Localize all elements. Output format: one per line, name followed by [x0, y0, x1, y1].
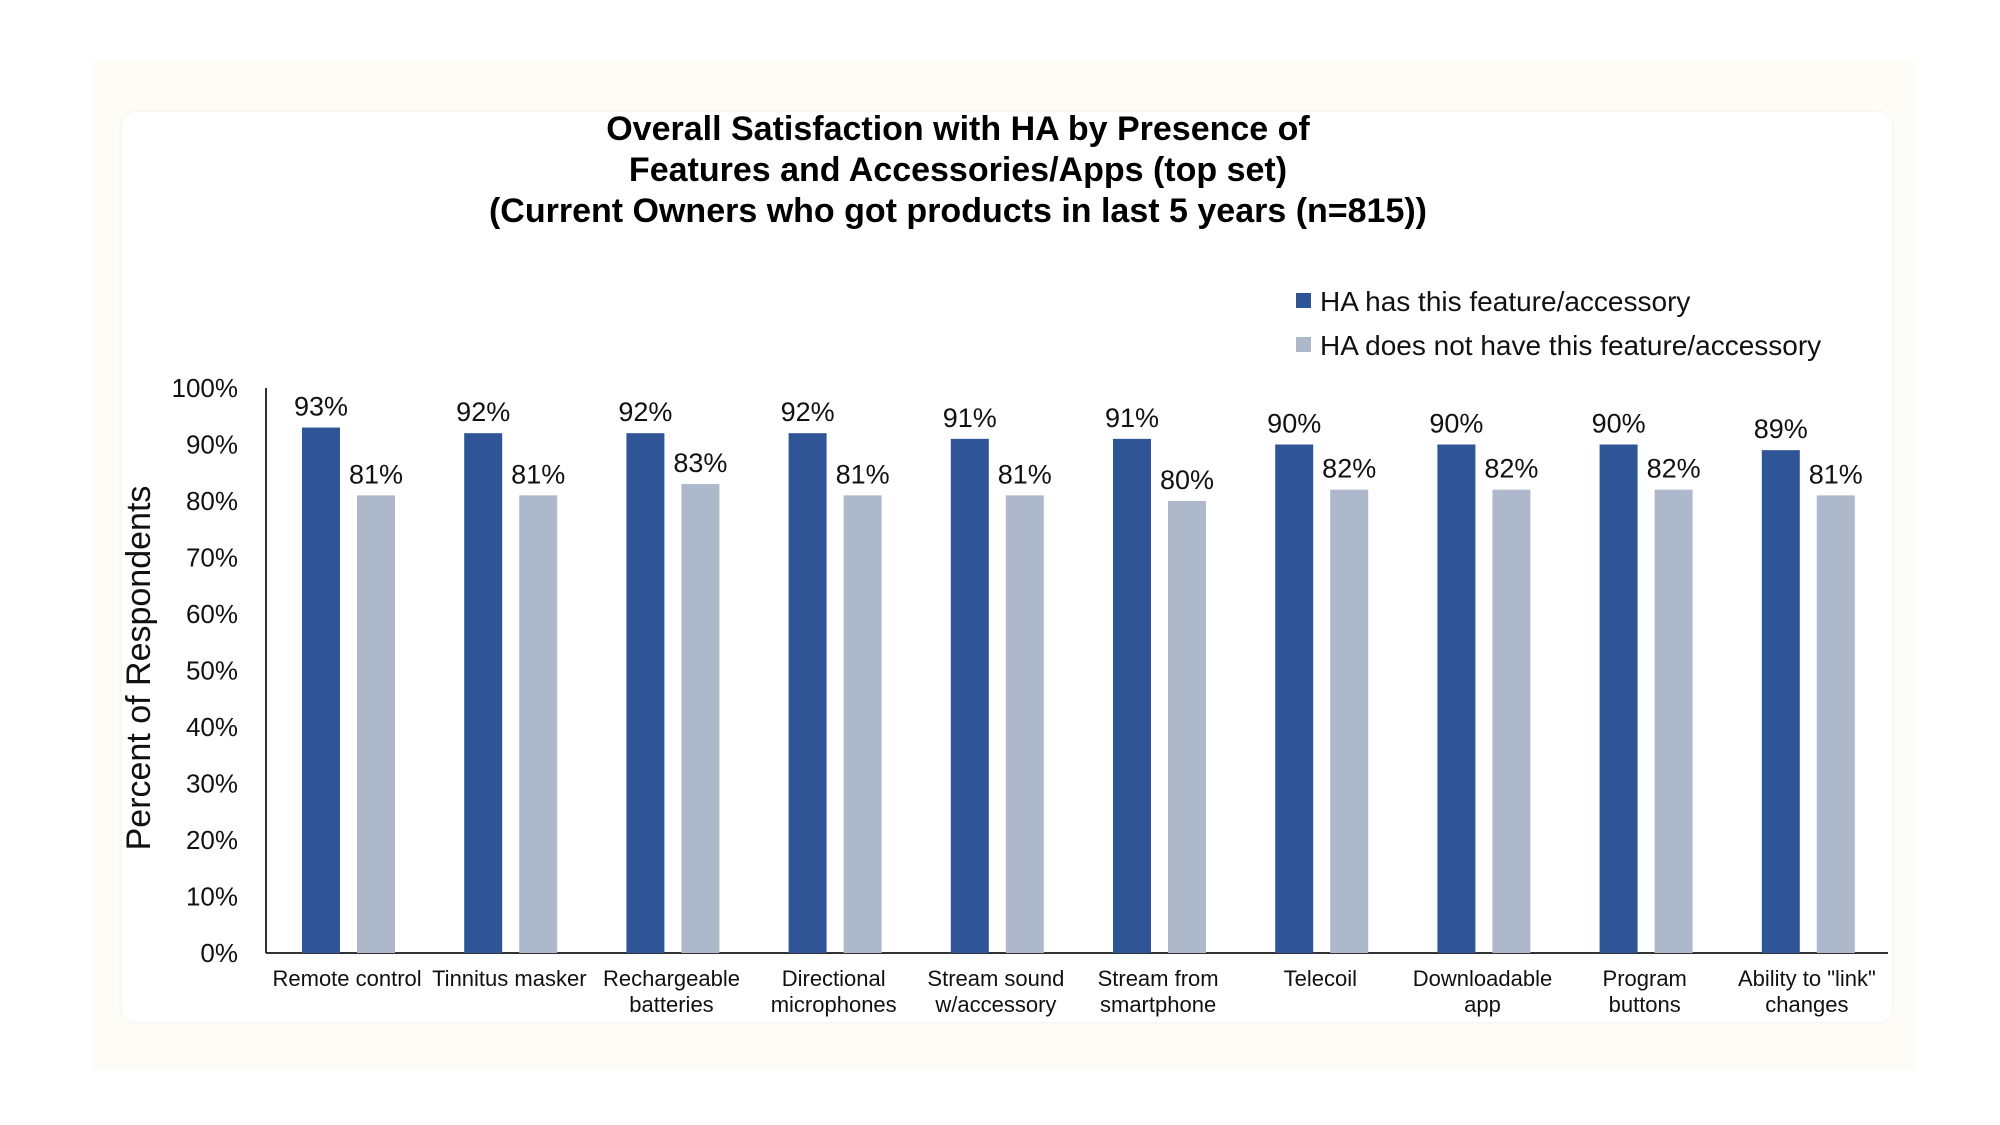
bar-no-feature	[1330, 489, 1369, 953]
data-label-no-feature: 82%	[1484, 454, 1538, 484]
legend-swatch-does-not-have	[1296, 337, 1311, 352]
bar-has-feature	[464, 433, 503, 953]
data-label-has-feature: 92%	[456, 397, 510, 427]
category-label: Directional microphones	[771, 966, 897, 1017]
y-tick-label: 20%	[186, 825, 238, 855]
legend-label-has: HA has this feature/accessory	[1320, 286, 1690, 317]
bar-no-feature	[681, 484, 720, 953]
data-label-has-feature: 90%	[1429, 409, 1483, 439]
bar-has-feature	[1761, 450, 1800, 953]
bar-no-feature	[1492, 489, 1531, 953]
y-tick-label: 40%	[186, 712, 238, 742]
chart-title-line-1: Overall Satisfaction with HA by Presence…	[606, 110, 1310, 148]
category-label: Telecoil	[1284, 966, 1357, 991]
y-tick-label: 70%	[186, 543, 238, 573]
chart-title-line-3: (Current Owners who got products in last…	[489, 192, 1427, 230]
axes	[265, 388, 1888, 954]
category-label: Remote control	[273, 966, 422, 991]
y-tick-label: 90%	[186, 430, 238, 460]
category-label: Stream from smartphone	[1098, 966, 1219, 1017]
data-label-no-feature: 81%	[511, 459, 565, 489]
category-label: Stream sound w/accessory	[927, 966, 1064, 1017]
bar-has-feature	[302, 427, 340, 953]
category-label: Downloadable app	[1413, 966, 1552, 1017]
y-axis-label: Percent of Respondents	[120, 486, 158, 851]
legend-swatch-has	[1296, 293, 1311, 308]
data-label-no-feature: 81%	[1809, 459, 1863, 489]
category-labels: Remote control Tinnitus masker Rechargeabl…	[273, 966, 1876, 1017]
bar-no-feature	[1654, 489, 1693, 953]
y-tick-label: 100%	[172, 373, 239, 403]
bar-has-feature	[1599, 444, 1638, 953]
chart-title-line-2: Features and Accessories/Apps (top set)	[629, 151, 1287, 189]
bar-no-feature	[1005, 495, 1044, 953]
data-label-has-feature: 91%	[943, 403, 997, 433]
data-label-no-feature: 82%	[1322, 454, 1376, 484]
y-tick-label: 30%	[186, 769, 238, 799]
bar-has-feature	[1113, 438, 1151, 954]
data-label-has-feature: 90%	[1592, 409, 1646, 439]
bar-no-feature	[1168, 501, 1206, 953]
category-label: Tinnitus masker	[432, 966, 586, 991]
data-label-has-feature: 92%	[618, 397, 672, 427]
y-tick-label: 60%	[186, 599, 238, 629]
data-label-no-feature: 80%	[1160, 465, 1214, 495]
bar-no-feature	[519, 495, 558, 953]
data-label-no-feature: 83%	[673, 448, 727, 478]
category-label: Rechargeable batteries	[603, 966, 740, 1017]
category-label: Ability to "link" changes	[1738, 966, 1876, 1017]
data-label-has-feature: 91%	[1105, 403, 1159, 433]
data-label-no-feature: 81%	[998, 459, 1052, 489]
bar-has-feature	[626, 433, 665, 953]
y-tick-label: 80%	[186, 486, 238, 516]
y-tick-label: 0%	[200, 938, 238, 968]
y-tick-label: 50%	[186, 656, 238, 686]
bar-has-feature	[788, 433, 827, 953]
y-axis-ticks: 0% 10% 20% 30% 40% 50% 60% 70% 80% 90% 100%	[172, 373, 239, 968]
data-label-has-feature: 93%	[294, 392, 348, 422]
legend: HA has this feature/accessory HA does no…	[1296, 286, 1821, 361]
data-label-no-feature: 81%	[349, 459, 403, 489]
y-tick-label: 10%	[186, 882, 238, 912]
data-label-has-feature: 89%	[1754, 414, 1808, 444]
legend-label-does-not-have: HA does not have this feature/accessory	[1320, 330, 1821, 361]
bar-has-feature	[1275, 444, 1314, 953]
bar-no-feature	[843, 495, 882, 953]
data-label-has-feature: 90%	[1267, 409, 1321, 439]
chart-title: Overall Satisfaction with HA by Presence…	[489, 110, 1427, 230]
data-label-has-feature: 92%	[781, 397, 835, 427]
bar-no-feature	[1816, 495, 1855, 953]
data-label-no-feature: 81%	[836, 459, 890, 489]
bar-has-feature	[950, 438, 989, 954]
data-label-no-feature: 82%	[1647, 454, 1701, 484]
bar-has-feature	[1437, 444, 1476, 953]
data-labels: 93%81%92%81%92%83%92%81%91%81%91%80%90%8…	[294, 392, 1863, 495]
bar-no-feature	[357, 495, 395, 953]
bars	[302, 427, 1855, 954]
category-label: Program buttons	[1603, 966, 1687, 1017]
